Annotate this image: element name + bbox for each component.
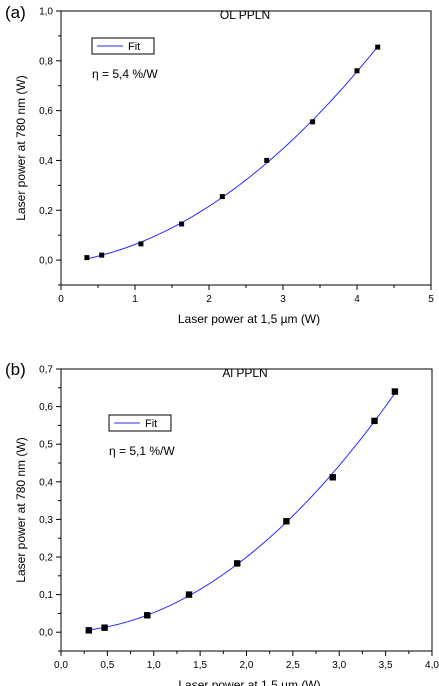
data-point <box>354 68 360 74</box>
x-tick-label: 0 <box>58 294 64 305</box>
data-point <box>144 612 151 619</box>
x-tick-label: 2,5 <box>286 660 300 671</box>
chart-title: OL PPLN <box>220 8 270 22</box>
data-point <box>99 252 105 258</box>
y-tick-label: 0,5 <box>39 440 53 451</box>
data-point <box>185 591 193 598</box>
panel-label: (a) <box>5 3 26 22</box>
legend-label: Fit <box>128 41 140 53</box>
y-tick-label: 0,2 <box>39 206 53 217</box>
y-axis-title: Laser power at 780 nm (W) <box>14 75 28 220</box>
fit-curve <box>88 390 398 631</box>
data-point <box>84 255 90 261</box>
x-tick-label: 2,0 <box>240 660 254 671</box>
x-tick-label: 1 <box>132 294 138 305</box>
chart-panel-b: 0,0 0,5 1,0 1,5 2,0 2,5 3,0 3,5 4,0 0,0 0,1 0,2 0,3 0… <box>5 360 439 686</box>
x-tick-label: 3,5 <box>379 660 393 671</box>
legend-label: Fit <box>145 418 157 430</box>
y-tick-label: 0,0 <box>39 628 53 639</box>
panel-label: (b) <box>5 360 26 379</box>
data-point <box>219 194 225 200</box>
x-tick-label: 4,0 <box>425 660 439 671</box>
efficiency-annotation: η = 5,4 %/W <box>92 67 158 81</box>
x-tick-label: 1,0 <box>147 660 161 671</box>
y-tick-label: 0,6 <box>39 402 53 413</box>
y-tick-label: 0,0 <box>39 256 53 267</box>
data-point <box>138 241 144 247</box>
y-axis-title: Laser power at 780 nm (W) <box>14 437 28 582</box>
y-tick-label: 0,4 <box>39 156 53 167</box>
y-tick-label: 0,4 <box>39 477 53 488</box>
data-point <box>85 627 93 634</box>
y-tick-label: 0,1 <box>39 590 53 601</box>
data-point <box>329 474 336 481</box>
y-tick-label: 0,6 <box>39 106 53 117</box>
x-axis-title: Laser power at 1,5 µm (W) <box>178 312 320 326</box>
data-point <box>283 518 290 525</box>
data-point <box>101 624 108 631</box>
data-point <box>371 417 378 425</box>
y-tick-label: 1,0 <box>39 7 53 18</box>
plot-frame <box>60 368 433 652</box>
x-tick-label: 3 <box>280 294 286 305</box>
chart-panel-a: 0 1 2 3 4 5 0,0 0,2 0,4 0,6 0,8 1,0 Laser power at 1… <box>5 3 434 326</box>
data-point <box>234 560 241 567</box>
y-tick-label: 0,3 <box>39 515 53 526</box>
x-tick-label: 4 <box>354 294 360 305</box>
y-tick-label: 0,2 <box>39 553 53 564</box>
x-tick-label: 3,0 <box>332 660 346 671</box>
x-tick-label: 2 <box>206 294 212 305</box>
data-point <box>391 388 399 395</box>
x-tick-label: 0,5 <box>100 660 114 671</box>
data-point <box>179 221 185 227</box>
chart-title: Al PPLN <box>222 366 267 380</box>
x-tick-label: 0,0 <box>54 660 68 671</box>
y-tick-label: 0,8 <box>39 56 53 67</box>
x-axis-title: Laser power at 1,5 µm (W) <box>178 678 320 686</box>
x-tick-label: 1,5 <box>193 660 207 671</box>
data-point <box>375 44 381 50</box>
data-point <box>310 119 316 125</box>
efficiency-annotation: η = 5,1 %/W <box>109 444 175 458</box>
y-tick-label: 0,7 <box>39 365 53 376</box>
fit-curve <box>86 44 380 260</box>
data-point <box>264 157 270 163</box>
x-tick-label: 5 <box>428 294 434 305</box>
